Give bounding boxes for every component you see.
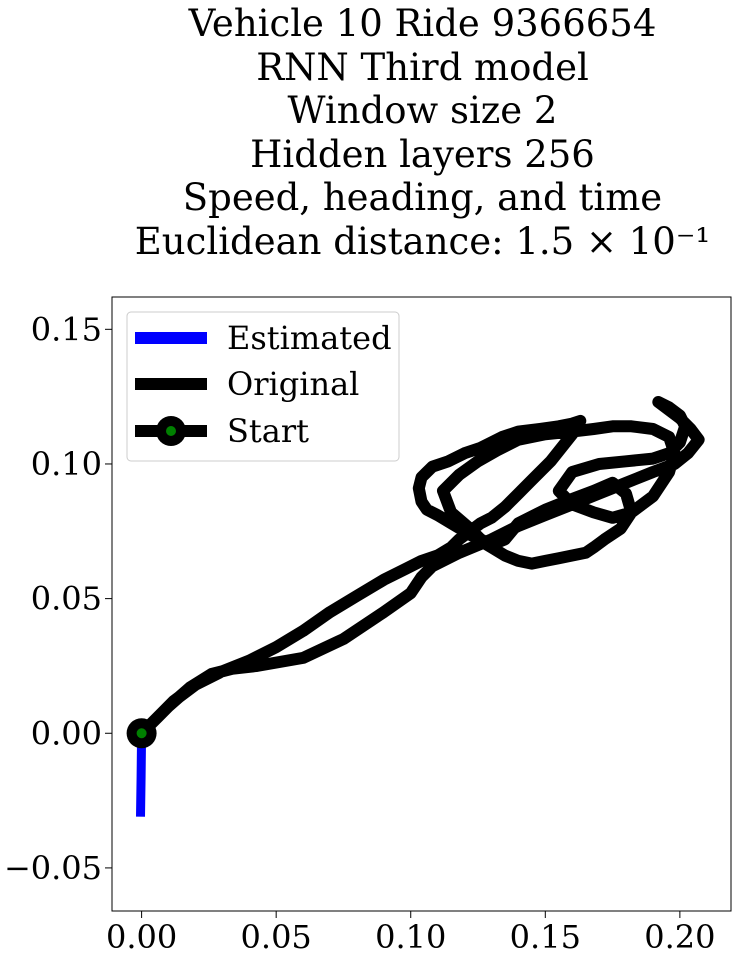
- x-tick-label: 0.15: [510, 918, 581, 956]
- chart-title: Vehicle 10 Ride 9366654 RNN Third model …: [0, 2, 739, 263]
- legend-label-original: Original: [227, 365, 359, 403]
- title-line-3: Window size 2: [287, 89, 558, 132]
- x-tick-label: 0.10: [375, 918, 446, 956]
- x-tick-label: 0.20: [644, 918, 715, 956]
- plot-frame: [111, 296, 732, 912]
- title-line-1: Vehicle 10 Ride 9366654: [188, 2, 657, 45]
- start-marker: [136, 728, 147, 739]
- legend-start-marker: [166, 426, 176, 436]
- series-layer: [135, 396, 705, 817]
- y-tick-label: 0.00: [31, 714, 102, 752]
- legend-label-estimated: Estimated: [227, 319, 392, 357]
- y-tick-label: 0.10: [31, 445, 102, 483]
- y-tick-label: 0.05: [31, 580, 102, 618]
- title-line-2: RNN Third model: [256, 45, 589, 89]
- y-tick-label: −0.05: [4, 849, 102, 887]
- title-line-5: Speed, heading, and time: [182, 176, 663, 219]
- legend-label-start: Start: [227, 412, 309, 450]
- series-original-line: [135, 396, 705, 740]
- y-axis: −0.05 0.00 0.05 0.10 0.15: [4, 310, 112, 887]
- title-line-6: Euclidean distance: 1.5 × 10⁻¹: [134, 219, 711, 263]
- x-tick-label: 0.00: [106, 918, 177, 956]
- y-tick-label: 0.15: [31, 310, 102, 348]
- x-axis: 0.00 0.05 0.10 0.15 0.20: [106, 911, 715, 956]
- title-line-4: Hidden layers 256: [250, 132, 595, 176]
- legend-box: [126, 311, 400, 462]
- legend: Estimated Original Start: [126, 311, 400, 462]
- x-tick-label: 0.05: [241, 918, 312, 956]
